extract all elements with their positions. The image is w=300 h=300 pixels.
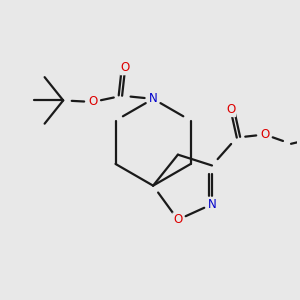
Text: O: O: [121, 61, 130, 74]
Text: O: O: [226, 103, 235, 116]
Text: N: N: [208, 198, 216, 211]
Text: N: N: [149, 92, 158, 105]
Text: O: O: [88, 95, 97, 109]
Text: O: O: [173, 213, 182, 226]
Text: O: O: [260, 128, 269, 141]
